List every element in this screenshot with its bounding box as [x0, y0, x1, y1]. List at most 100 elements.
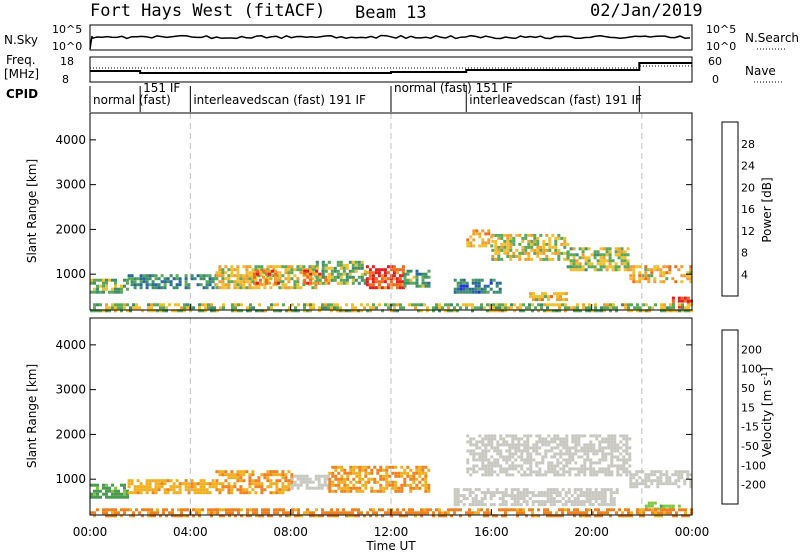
echo-cell	[427, 275, 431, 279]
echo-cell	[459, 494, 463, 498]
echo-cell	[239, 286, 243, 290]
echo-cell	[511, 452, 515, 456]
echo-cell	[593, 253, 597, 257]
echo-cell	[231, 508, 234, 512]
echo-cell	[563, 251, 567, 255]
echo-cell	[500, 245, 504, 249]
y-tick-label: 4000	[55, 133, 86, 147]
echo-cell	[530, 245, 534, 249]
echo-cell	[424, 474, 428, 478]
echo-cell	[236, 280, 240, 284]
echo-cell	[328, 477, 332, 481]
nave-tick-top: 60	[708, 55, 722, 68]
echo-cell	[588, 508, 591, 512]
echo-cell	[558, 508, 561, 512]
echo-cell	[376, 471, 380, 475]
echo-cell	[414, 514, 417, 518]
echo-cell	[483, 511, 486, 515]
echo-cell	[606, 508, 609, 512]
echo-cell	[466, 467, 470, 471]
echo-cell	[299, 268, 303, 272]
echo-cell	[120, 492, 123, 496]
echo-cell	[145, 283, 149, 287]
echo-cell	[687, 303, 690, 307]
echo-cell	[480, 500, 484, 504]
echo-cell	[597, 511, 600, 515]
echo-cell	[549, 494, 553, 498]
echo-cell	[548, 245, 552, 249]
echo-cell	[528, 306, 531, 310]
echo-cell	[607, 446, 611, 450]
echo-cell	[263, 283, 267, 287]
echo-cell	[175, 485, 179, 489]
echo-cell	[511, 443, 515, 447]
echo-cell	[568, 452, 572, 456]
echo-cell	[105, 278, 108, 282]
echo-cell	[636, 511, 639, 515]
echo-cell	[678, 303, 681, 307]
echo-cell	[678, 309, 681, 313]
echo-cell	[650, 482, 654, 486]
echo-cell	[533, 251, 537, 255]
echo-cell	[281, 280, 285, 284]
echo-cell	[474, 511, 477, 515]
echo-cell	[224, 473, 228, 477]
echo-cell	[183, 508, 186, 512]
velocity-ylabel: Slant Range [km]	[25, 364, 39, 468]
echo-cell	[468, 488, 472, 492]
echo-cell	[151, 283, 155, 287]
echo-cell	[601, 437, 605, 441]
echo-cell	[587, 265, 591, 269]
echo-cell	[531, 503, 535, 507]
echo-cell	[159, 514, 162, 518]
echo-cell	[287, 482, 291, 486]
echo-cell	[489, 494, 493, 498]
echo-cell	[531, 303, 534, 307]
echo-cell	[574, 461, 578, 465]
echo-cell	[624, 514, 627, 518]
echo-cell	[228, 514, 231, 518]
echo-cell	[614, 268, 618, 272]
echo-cell	[202, 491, 206, 495]
echo-cell	[590, 262, 594, 266]
echo-cell	[199, 485, 203, 489]
echo-cell	[257, 479, 261, 483]
echo-cell	[509, 245, 513, 249]
echo-cell	[471, 306, 474, 310]
echo-cell	[672, 309, 675, 313]
echo-cell	[604, 473, 608, 477]
echo-cell	[246, 514, 249, 518]
echo-cell	[535, 473, 539, 477]
nsky-trace	[89, 34, 691, 50]
echo-cell	[99, 284, 102, 288]
echo-cell	[516, 500, 520, 504]
echo-cell	[123, 511, 126, 515]
echo-cell	[589, 458, 593, 462]
nsky-label: N.Sky	[4, 33, 38, 47]
echo-cell	[139, 482, 143, 486]
echo-cell	[459, 281, 463, 285]
echo-cell	[635, 280, 639, 284]
echo-cell	[490, 461, 494, 465]
echo-cell	[644, 476, 648, 480]
echo-cell	[423, 511, 426, 515]
echo-cell	[154, 277, 158, 281]
echo-cell	[202, 482, 206, 486]
echo-cell	[303, 278, 307, 282]
nave-tick-bottom: 0	[712, 73, 719, 86]
echo-cell	[462, 303, 465, 307]
echo-cell	[303, 272, 307, 276]
echo-cell	[645, 508, 648, 512]
echo-cell	[674, 482, 678, 486]
echo-cell	[477, 306, 480, 310]
echo-cell	[619, 464, 623, 468]
echo-cell	[296, 280, 300, 284]
echo-cell	[415, 465, 419, 469]
echo-cell	[504, 500, 508, 504]
echo-cell	[669, 309, 672, 313]
freq-tick-bottom: 8	[62, 73, 69, 86]
echo-cell	[264, 511, 267, 515]
echo-cell	[403, 471, 407, 475]
echo-cell	[123, 489, 126, 493]
echo-cell	[531, 511, 534, 515]
